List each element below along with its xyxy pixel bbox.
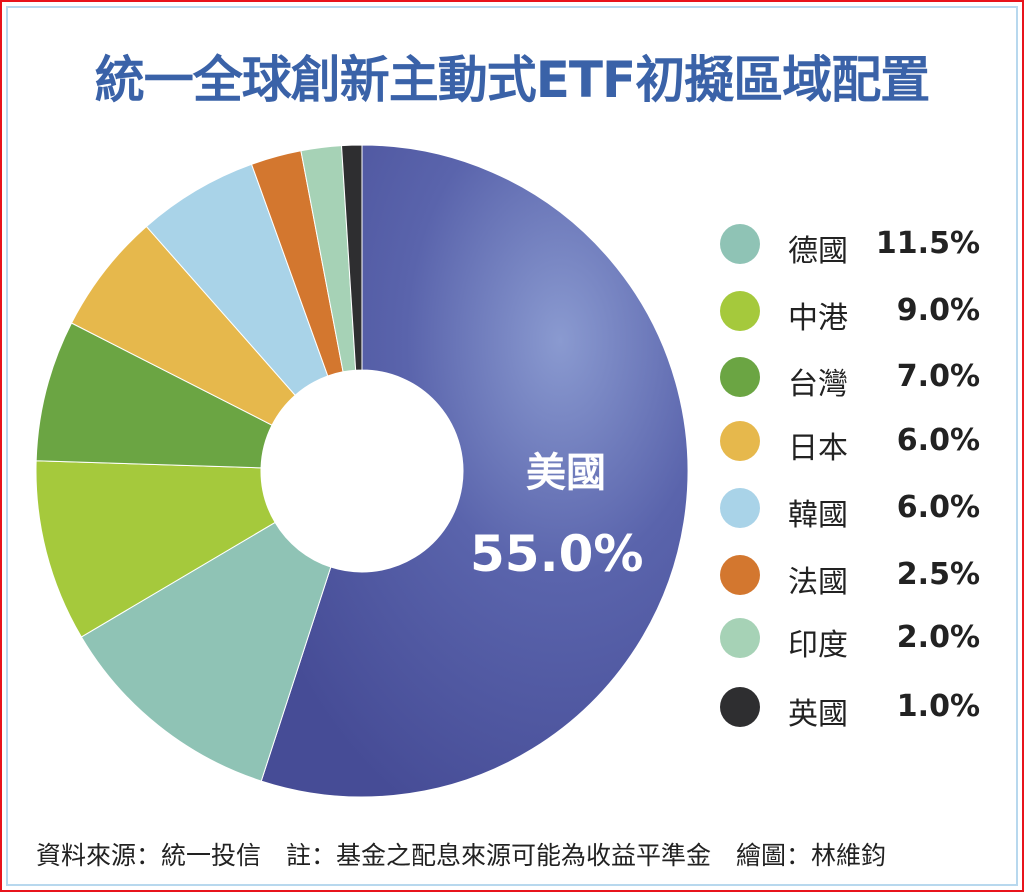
legend-value: 2.0% (896, 620, 980, 655)
legend-swatch (720, 618, 760, 658)
legend-swatch (720, 291, 760, 331)
legend-item: 印度 2.0% (718, 616, 980, 663)
legend-value: 2.5% (896, 557, 980, 592)
inner-border (6, 6, 1018, 886)
legend-item: 台灣 7.0% (718, 355, 980, 402)
legend-item: 法國 2.5% (718, 553, 980, 600)
legend-value: 6.0% (896, 490, 980, 525)
legend-item: 日本 6.0% (718, 419, 980, 466)
legend-value: 9.0% (896, 293, 980, 328)
chart-title: 統一全球創新主動式ETF初擬區域配置 (94, 51, 930, 109)
legend-label: 中港 (788, 301, 848, 336)
legend-label: 台灣 (788, 367, 848, 402)
legend-swatch (720, 555, 760, 595)
slice-label-value: 55.0% (470, 525, 644, 583)
legend-value: 1.0% (896, 689, 980, 724)
legend-swatch (720, 687, 760, 727)
legend-swatch (720, 357, 760, 397)
legend-label: 法國 (788, 565, 848, 600)
slice-中港 (35, 460, 276, 638)
legend-label: 德國 (788, 234, 848, 269)
footer-source: 資料來源：統一投信 註：基金之配息來源可能為收益平準金 繪圖：林維鈞 (36, 841, 887, 870)
legend-item: 韓國 6.0% (718, 486, 980, 533)
slice-label-name: 美國 (526, 450, 606, 496)
legend-value: 6.0% (896, 423, 980, 458)
legend-value: 7.0% (896, 359, 980, 394)
legend-value: 11.5% (875, 226, 980, 261)
legend-item: 中港 9.0% (718, 289, 980, 336)
legend-swatch (720, 488, 760, 528)
legend-label: 日本 (788, 431, 848, 466)
legend-label: 韓國 (788, 498, 848, 533)
legend-item: 德國 11.5% (718, 222, 980, 269)
legend-label: 印度 (788, 628, 848, 663)
slice-德國 (80, 521, 332, 782)
legend-item: 英國 1.0% (718, 685, 980, 732)
legend-swatch (720, 224, 760, 264)
legend-swatch (720, 421, 760, 461)
slice-英國 (340, 144, 363, 371)
legend-label: 英國 (788, 697, 848, 732)
slice-美國 (260, 144, 689, 798)
